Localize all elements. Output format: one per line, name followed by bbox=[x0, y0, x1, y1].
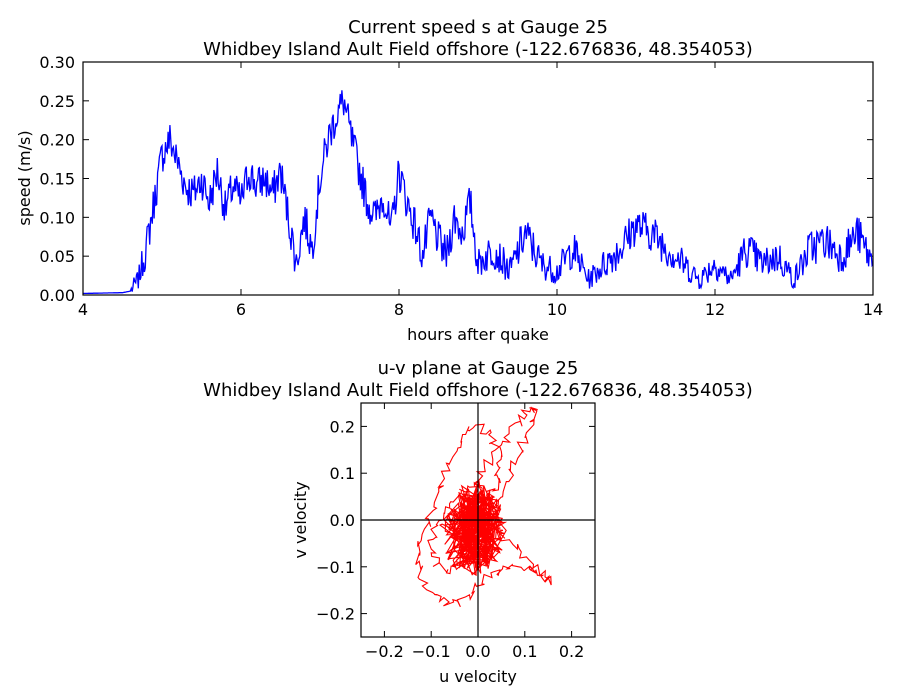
speed-y-tick-label: 0.15 bbox=[39, 170, 75, 189]
speed-y-tick-label: 0.30 bbox=[39, 53, 75, 72]
speed-x-tick-label: 10 bbox=[547, 300, 567, 319]
speed-chart-x-ticks: 4 6 8 10 12 14 bbox=[78, 62, 883, 319]
uv-chart-subtitle: Whidbey Island Ault Field offshore (-122… bbox=[203, 380, 753, 401]
speed-x-tick-label: 14 bbox=[863, 300, 883, 319]
speed-chart-y-ticks: 0.00 0.05 0.10 0.15 0.20 0.25 0.30 bbox=[39, 53, 873, 305]
speed-y-tick-label: 0.25 bbox=[39, 92, 75, 111]
uv-y-tick-label: 0.2 bbox=[330, 417, 355, 436]
speed-chart-x-label: hours after quake bbox=[407, 325, 549, 344]
uv-chart: u-v plane at Gauge 25 Whidbey Island Aul… bbox=[203, 358, 753, 686]
uv-chart-title: u-v plane at Gauge 25 bbox=[378, 358, 579, 379]
speed-chart: Current speed s at Gauge 25 Whidbey Isla… bbox=[15, 17, 883, 344]
uv-x-tick-label: 0.2 bbox=[559, 642, 584, 661]
uv-y-tick-label: 0.0 bbox=[330, 511, 355, 530]
speed-chart-subtitle: Whidbey Island Ault Field offshore (-122… bbox=[203, 39, 753, 60]
uv-chart-y-ticks: −0.2 −0.1 0.0 0.1 0.2 bbox=[316, 417, 595, 624]
uv-x-tick-label: −0.1 bbox=[412, 642, 451, 661]
speed-y-tick-label: 0.00 bbox=[39, 286, 75, 305]
speed-x-tick-label: 12 bbox=[705, 300, 725, 319]
uv-x-tick-label: −0.2 bbox=[365, 642, 404, 661]
uv-chart-plot-area bbox=[415, 406, 552, 608]
uv-y-tick-label: −0.1 bbox=[316, 558, 355, 577]
speed-x-tick-label: 6 bbox=[236, 300, 246, 319]
speed-series-line bbox=[83, 90, 874, 295]
uv-x-tick-label: 0.1 bbox=[512, 642, 537, 661]
speed-y-tick-label: 0.20 bbox=[39, 131, 75, 150]
uv-chart-x-label: u velocity bbox=[439, 667, 517, 686]
uv-x-tick-label: 0.0 bbox=[465, 642, 490, 661]
uv-series-line bbox=[415, 406, 552, 608]
speed-chart-frame bbox=[82, 61, 874, 296]
speed-chart-title: Current speed s at Gauge 25 bbox=[348, 17, 608, 38]
uv-chart-y-label: v velocity bbox=[291, 481, 310, 558]
uv-chart-frame bbox=[360, 402, 596, 638]
speed-y-tick-label: 0.10 bbox=[39, 208, 75, 227]
uv-chart-x-ticks: −0.2 −0.1 0.0 0.1 0.2 bbox=[365, 403, 584, 661]
speed-chart-y-label: speed (m/s) bbox=[15, 130, 34, 225]
speed-x-tick-label: 8 bbox=[394, 300, 404, 319]
speed-chart-plot-area bbox=[83, 90, 874, 295]
uv-y-tick-label: 0.1 bbox=[330, 464, 355, 483]
speed-x-tick-label: 4 bbox=[78, 300, 88, 319]
uv-y-tick-label: −0.2 bbox=[316, 605, 355, 624]
speed-y-tick-label: 0.05 bbox=[39, 247, 75, 266]
